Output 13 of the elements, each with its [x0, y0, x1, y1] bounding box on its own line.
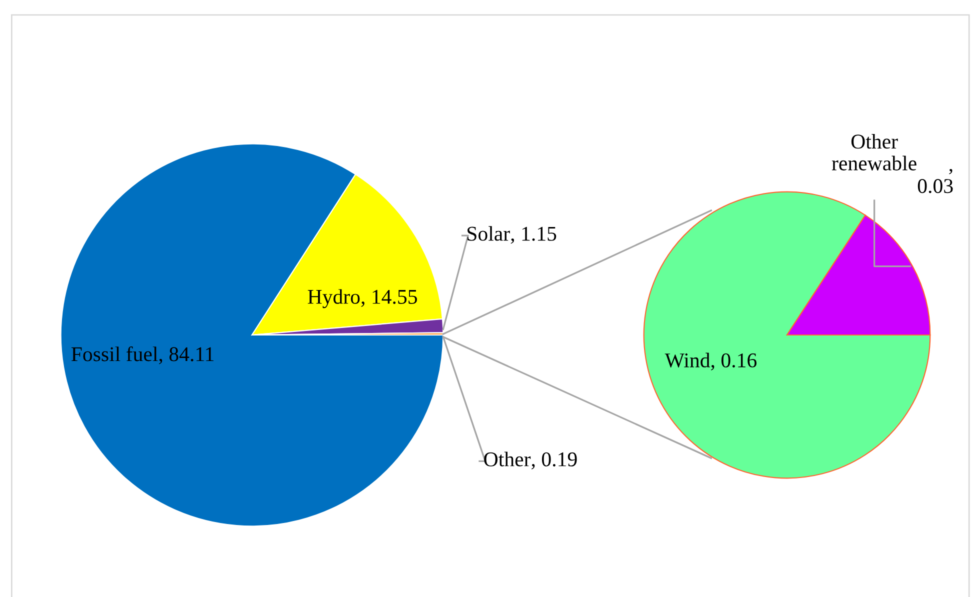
data-label: , 0.16 — [711, 353, 757, 370]
slice-label: Wind — [664, 352, 710, 368]
pie-slice — [60, 143, 444, 527]
slice-label: Hydro — [308, 289, 360, 308]
slice-label: Solar — [468, 226, 510, 241]
data-label: , 84.11 — [159, 347, 214, 364]
data-label: , 0.03 — [918, 168, 953, 194]
data-label: , 14.55 — [361, 290, 417, 307]
slice-label: Other renewable — [832, 134, 916, 170]
slice-label: Other — [484, 452, 531, 466]
data-label: , 1.15 — [510, 226, 556, 244]
data-label: , 0.19 — [532, 452, 577, 470]
slice-label: Fossil fuel — [71, 346, 158, 362]
